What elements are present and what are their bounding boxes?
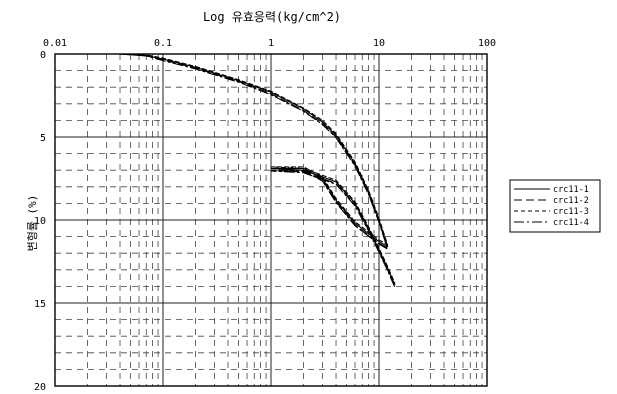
x-tick-label: 0.01	[43, 38, 67, 49]
legend-label: crc11-1	[553, 185, 589, 195]
series-line-crc11-3	[119, 53, 396, 284]
series-line-crc11-4	[119, 53, 396, 288]
y-tick-label: 0	[40, 50, 46, 61]
x-tick-label: 0.1	[154, 38, 172, 49]
legend-label: crc11-4	[553, 218, 589, 228]
series-line-crc11-1	[119, 53, 396, 286]
y-tick-label: 15	[34, 299, 46, 310]
y-tick-label: 10	[34, 216, 46, 227]
x-tick-label: 100	[478, 38, 496, 49]
x-tick-label: 10	[373, 38, 385, 49]
chart-title: Log 유효응력(kg/cm^2)	[203, 10, 341, 24]
tick-labels: 0.01 0.1 1 10 100 0 5 10 15 20	[34, 38, 496, 393]
y-tick-label: 20	[34, 382, 46, 393]
series-line-crc11-2	[119, 53, 396, 287]
plot-frame	[54, 53, 488, 387]
grid	[55, 54, 487, 386]
x-tick-label: 1	[268, 38, 274, 49]
y-axis-label: 변형률 (%)	[26, 195, 39, 252]
legend-label: crc11-3	[553, 207, 589, 217]
series-group	[119, 53, 396, 288]
legend-label: crc11-2	[553, 196, 589, 206]
y-tick-label: 5	[40, 133, 46, 144]
